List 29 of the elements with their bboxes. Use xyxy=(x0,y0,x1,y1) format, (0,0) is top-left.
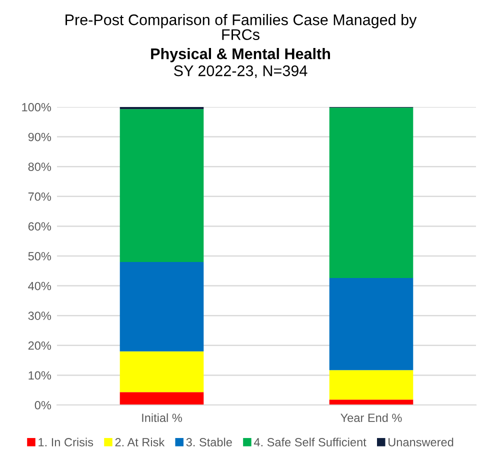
y-tick-label: 0% xyxy=(34,401,52,410)
bar xyxy=(329,278,414,370)
bar xyxy=(120,351,204,392)
legend-label: 2. At Risk xyxy=(115,438,165,446)
y-tick-label: 50% xyxy=(28,252,52,260)
y-tick-label: 90% xyxy=(28,132,52,142)
bar xyxy=(329,370,414,400)
y-tick-label: 30% xyxy=(28,312,52,320)
x-tick-label: Initial % xyxy=(142,413,182,422)
y-tick-label: 70% xyxy=(28,192,52,201)
y-tick-label: 20% xyxy=(28,341,52,350)
y-tick-label: 60% xyxy=(28,222,52,231)
bar xyxy=(120,262,204,352)
chart-title: Pre-Post Comparison of Families Case Managed by FRCs xyxy=(66,14,417,40)
y-tick-label: 40% xyxy=(28,282,52,290)
legend-label: 3. Stable xyxy=(186,438,232,446)
chart-subtitle: Physical & Mental Health xyxy=(151,48,330,62)
legend-label: Unanswered xyxy=(388,438,454,446)
y-tick-label: 100% xyxy=(22,103,52,112)
bar xyxy=(120,392,204,405)
x-tick-label: Year End % xyxy=(340,413,402,422)
bar xyxy=(120,109,204,262)
y-tick-label: 10% xyxy=(28,371,52,380)
legend-label: 1. In Crisis xyxy=(38,438,94,446)
y-tick-label: 80% xyxy=(28,162,52,171)
bar xyxy=(329,400,414,405)
bar xyxy=(329,108,414,278)
legend-label: 4. Safe Self Sufficient xyxy=(254,438,366,446)
text: SY 2022-23, N=394 xyxy=(174,65,308,78)
